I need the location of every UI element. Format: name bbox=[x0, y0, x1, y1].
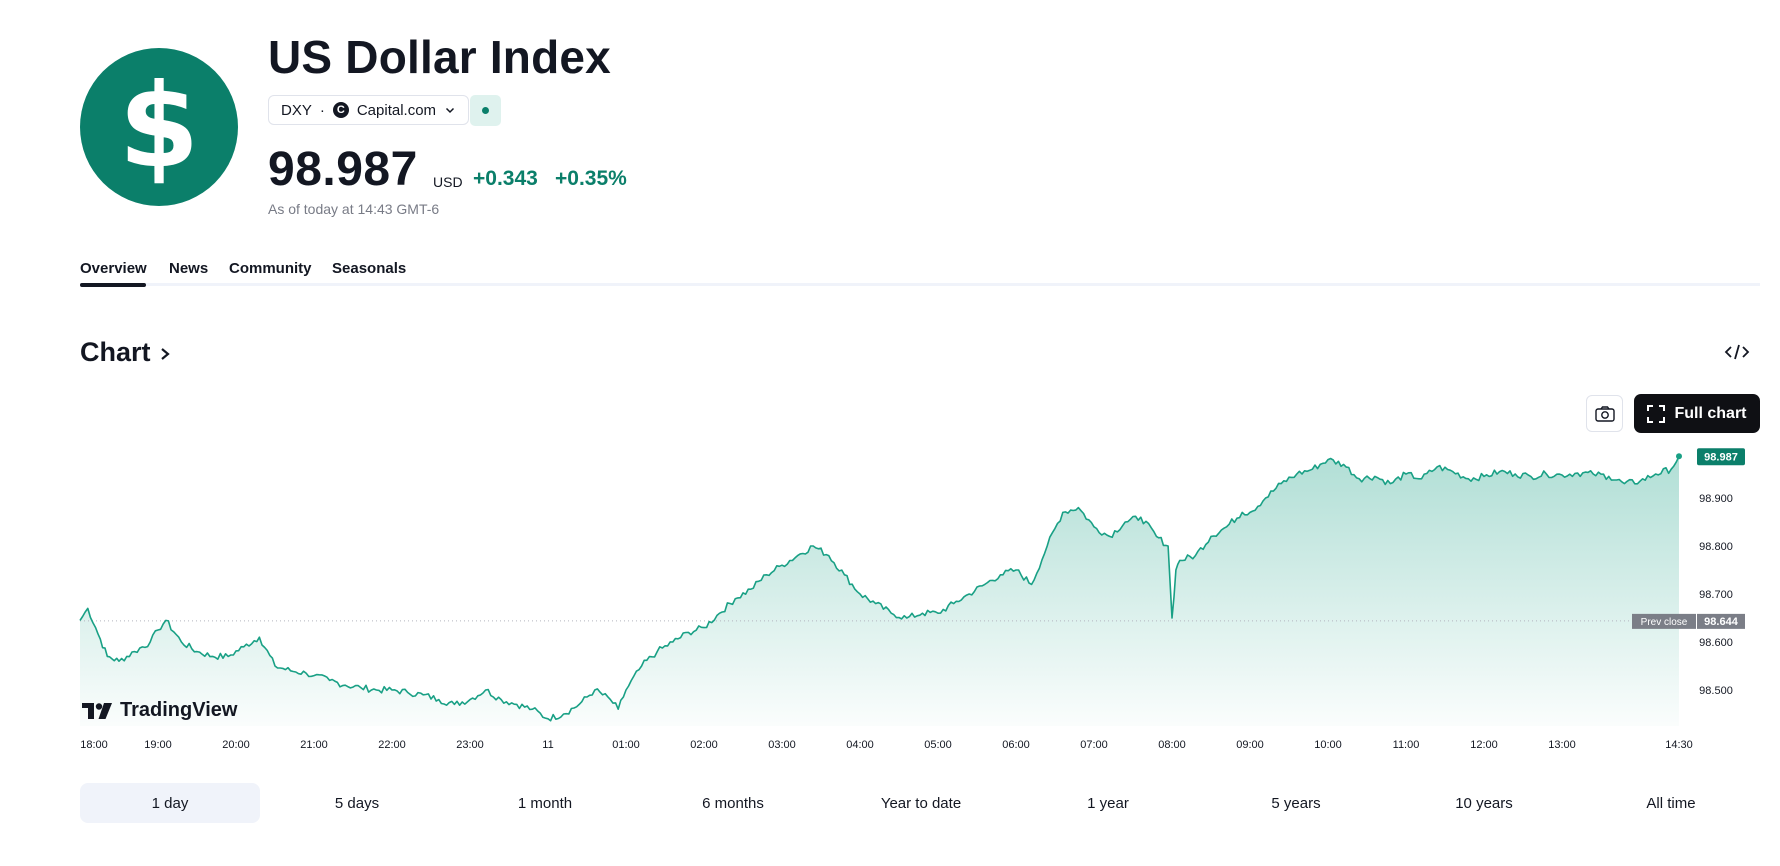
x-tick-label: 03:00 bbox=[768, 739, 796, 751]
time-range-selector: 1 day 5 days 1 month 6 months Year to date 1 … bbox=[80, 783, 1760, 823]
code-embed-icon[interactable] bbox=[1724, 341, 1750, 363]
range-button-1-year[interactable]: 1 year bbox=[1087, 794, 1129, 812]
chevron-right-icon bbox=[161, 348, 170, 360]
tradingview-logo-icon bbox=[82, 702, 112, 719]
y-tick-label: 98.900 bbox=[1699, 493, 1733, 505]
chart-heading: Chart bbox=[80, 337, 151, 367]
last-price-badge-label: 98.987 bbox=[1704, 452, 1738, 464]
x-tick-label: 10:00 bbox=[1314, 739, 1342, 751]
x-tick-label: 20:00 bbox=[222, 739, 250, 751]
exchange-label: Capital.com bbox=[356, 101, 437, 119]
tab-community[interactable]: Community bbox=[229, 260, 312, 277]
camera-icon bbox=[1594, 405, 1615, 422]
x-tick-label: 11:00 bbox=[1393, 739, 1420, 751]
x-tick-label: 04:00 bbox=[846, 739, 874, 751]
market-status-indicator[interactable] bbox=[470, 95, 501, 126]
last-price: 98.987 bbox=[268, 143, 418, 196]
range-button-1-month[interactable]: 1 month bbox=[517, 794, 573, 812]
y-tick-label: 98.500 bbox=[1699, 685, 1733, 697]
range-button-year-to-date[interactable]: Year to date bbox=[880, 794, 962, 812]
capital-com-icon: C bbox=[332, 102, 349, 118]
symbol-label: DXY bbox=[281, 101, 312, 119]
prev-close-value: 98.644 bbox=[1704, 616, 1739, 628]
tab-news[interactable]: News bbox=[169, 260, 209, 277]
x-tick-label: 23:00 bbox=[456, 739, 484, 751]
x-tick-label: 14:30 bbox=[1665, 739, 1693, 751]
x-tick-label: 01:00 bbox=[612, 739, 640, 751]
range-button-5-years[interactable]: 5 years bbox=[1271, 794, 1321, 812]
x-tick-label: 21:00 bbox=[300, 739, 328, 751]
price-chart[interactable]: 98.900 98.800 98.700 98.600 98.500 98.987 Prev… bbox=[0, 440, 1780, 770]
x-tick-label: 19:00 bbox=[144, 739, 172, 751]
page-title: US Dollar Index bbox=[268, 31, 611, 83]
tab-overview[interactable]: Overview bbox=[80, 260, 147, 277]
market-open-dot-icon bbox=[482, 107, 489, 114]
tab-seasonals[interactable]: Seasonals bbox=[332, 260, 407, 277]
x-tick-label: 09:00 bbox=[1236, 739, 1264, 751]
dollar-logo-icon: $ bbox=[80, 48, 238, 206]
full-chart-button[interactable]: Full chart bbox=[1634, 394, 1760, 433]
last-price-dot bbox=[1676, 453, 1682, 460]
symbol-exchange-selector[interactable]: DXY · C Capital.com bbox=[268, 95, 470, 125]
y-tick-label: 98.700 bbox=[1699, 589, 1733, 601]
active-tab-indicator bbox=[80, 283, 146, 287]
chart-section-link[interactable]: Chart bbox=[80, 337, 172, 368]
range-button-6-months[interactable]: 6 months bbox=[702, 794, 764, 812]
range-button-all-time[interactable]: All time bbox=[1646, 794, 1696, 812]
price-change-percent: +0.35% bbox=[555, 167, 627, 190]
currency-label: USD bbox=[433, 174, 463, 190]
screenshot-button[interactable] bbox=[1586, 395, 1623, 432]
as-of-timestamp: As of today at 14:43 GMT-6 bbox=[268, 201, 440, 217]
x-tick-label: 02:00 bbox=[690, 739, 718, 751]
tradingview-watermark: TradingView bbox=[82, 699, 237, 722]
price-line bbox=[79, 455, 1680, 722]
fullscreen-icon bbox=[1647, 404, 1666, 423]
prev-close-label: Prev close bbox=[1641, 617, 1688, 628]
x-tick-label: 05:00 bbox=[924, 739, 952, 751]
x-tick-label: 07:00 bbox=[1080, 739, 1108, 751]
chevron-down-icon bbox=[446, 107, 455, 114]
range-button-5-days[interactable]: 5 days bbox=[334, 794, 380, 812]
last-price-badge bbox=[1697, 448, 1745, 466]
prev-close-label-badge bbox=[1632, 613, 1696, 629]
separator: · bbox=[319, 101, 325, 119]
full-chart-label: Full chart bbox=[1674, 404, 1747, 422]
x-tick-label: 18:00 bbox=[80, 739, 108, 751]
y-tick-label: 98.800 bbox=[1699, 541, 1733, 553]
prev-close-value-badge bbox=[1697, 613, 1745, 629]
x-tick-label: 08:00 bbox=[1158, 739, 1186, 751]
price-change: +0.343 bbox=[473, 167, 538, 190]
range-button-1-day[interactable]: 1 day bbox=[80, 783, 260, 823]
x-tick-label: 11 bbox=[542, 739, 553, 751]
price-area-fill bbox=[80, 456, 1679, 726]
x-tick-label: 22:00 bbox=[378, 739, 406, 751]
x-tick-label: 06:00 bbox=[1002, 739, 1030, 751]
y-tick-label: 98.600 bbox=[1699, 637, 1733, 649]
tabs-divider bbox=[80, 283, 1760, 286]
range-button-10-years[interactable]: 10 years bbox=[1455, 794, 1513, 812]
x-tick-label: 12:00 bbox=[1470, 739, 1498, 751]
x-tick-label: 13:00 bbox=[1548, 739, 1576, 751]
